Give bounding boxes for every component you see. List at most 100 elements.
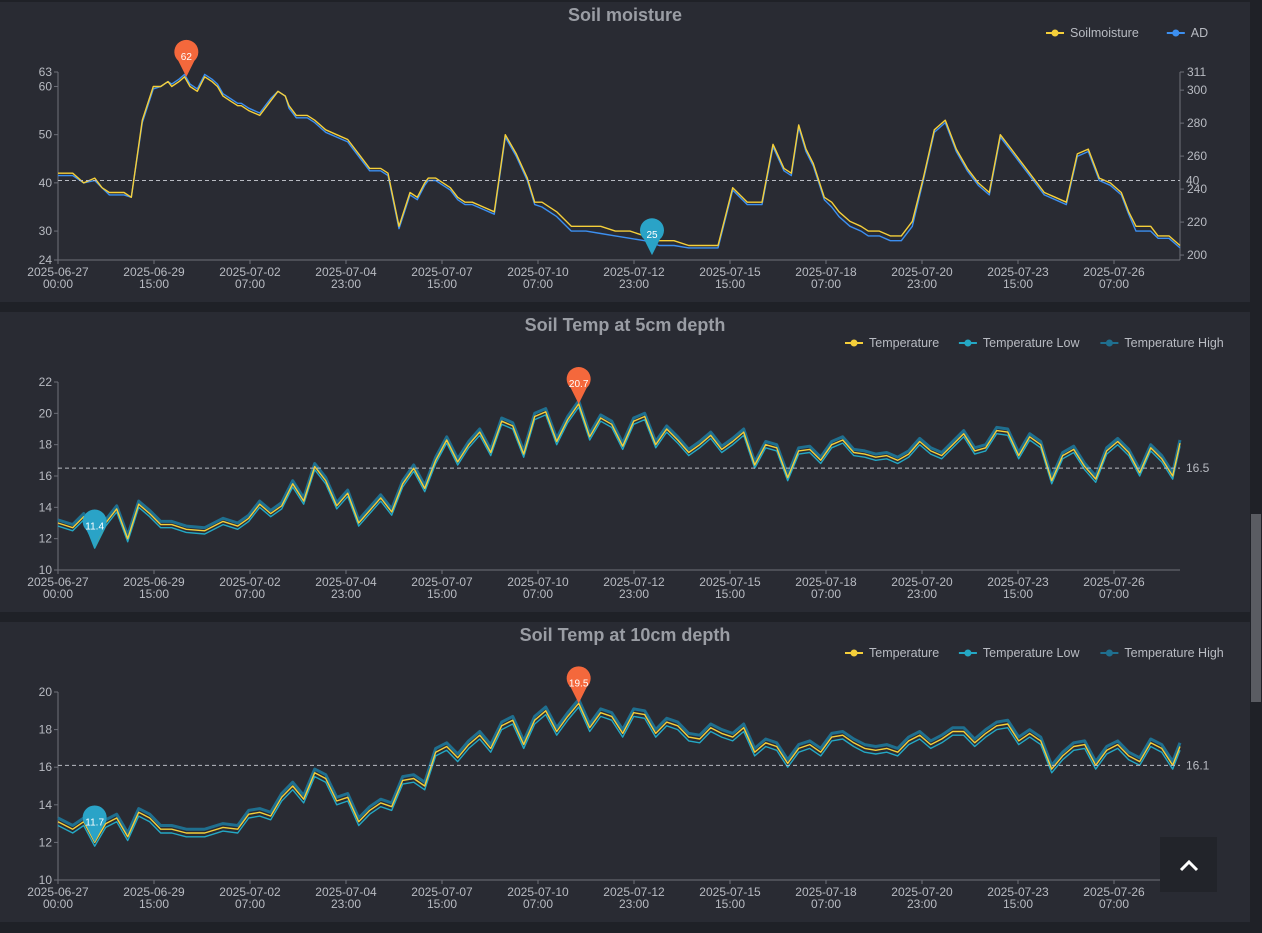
y-tick-label: 14 — [39, 798, 53, 812]
min-marker-pin-label: 11.4 — [85, 522, 104, 533]
legend-item: Temperature Low — [958, 646, 1081, 660]
legend-marker — [964, 339, 972, 347]
min-marker-pin: 11.4 — [82, 509, 107, 547]
x-tick-label: 2025-07-07 — [411, 265, 473, 279]
legend-label: Temperature Low — [983, 646, 1081, 660]
series-line-soilmoisture — [58, 76, 1181, 247]
legend-marker — [850, 649, 858, 657]
x-tick-label: 23:00 — [907, 277, 937, 291]
series-line-ad — [58, 73, 1181, 249]
x-tick-label: 15:00 — [139, 277, 169, 291]
x-tick-label: 07:00 — [523, 897, 553, 911]
y-tick-label: 20 — [39, 406, 53, 420]
x-tick-label: 2025-06-27 — [27, 575, 89, 589]
chart-title: Soil Temp at 5cm depth — [525, 315, 726, 335]
min-marker-pin-label: 11.7 — [85, 817, 104, 828]
legend-item: Temperature — [845, 646, 939, 660]
legend-item: Temperature — [845, 336, 939, 350]
x-tick-label: 2025-07-20 — [891, 885, 953, 899]
y-tick-label: 30 — [39, 224, 53, 238]
x-tick-label: 2025-07-07 — [411, 885, 473, 899]
page-scrollbar[interactable] — [1250, 0, 1262, 933]
legend-label: Temperature High — [1124, 336, 1223, 350]
y2-tick-label: 280 — [1187, 116, 1207, 130]
x-tick-label: 2025-06-29 — [123, 885, 185, 899]
average-line-label: 16.5 — [1186, 461, 1210, 475]
legend-marker — [1172, 29, 1180, 37]
x-tick-label: 07:00 — [235, 277, 265, 291]
x-tick-label: 2025-07-15 — [699, 885, 761, 899]
x-tick-label: 23:00 — [619, 587, 649, 601]
average-line-label: 16.1 — [1186, 758, 1210, 772]
x-tick-label: 2025-07-04 — [315, 265, 377, 279]
x-tick-label: 2025-07-02 — [219, 265, 281, 279]
legend-label: Temperature — [869, 646, 939, 660]
x-tick-label: 2025-07-02 — [219, 575, 281, 589]
legend-marker — [1051, 29, 1059, 37]
legend-label: Temperature Low — [983, 336, 1081, 350]
x-tick-label: 2025-07-18 — [795, 885, 857, 899]
y-tick-label: 24 — [39, 253, 53, 267]
soil-temp-10cm-panel: Soil Temp at 10cm depth Temperature Temper… — [0, 622, 1250, 922]
chart-title: Soil moisture — [568, 5, 682, 25]
max-marker-pin: 19.5 — [566, 666, 591, 704]
back-to-top-button[interactable] — [1160, 837, 1217, 892]
x-tick-label: 2025-07-10 — [507, 265, 569, 279]
x-tick-label: 2025-06-29 — [123, 265, 185, 279]
x-tick-label: 2025-06-27 — [27, 265, 89, 279]
x-tick-label: 15:00 — [1003, 897, 1033, 911]
y-tick-label: 18 — [39, 723, 53, 737]
series-line-temperature-high — [57, 698, 1182, 841]
min-marker-pin: 11.7 — [82, 805, 107, 843]
series-line-temperature-low — [57, 406, 1181, 549]
average-line-label: 40 — [1186, 173, 1200, 187]
x-tick-label: 23:00 — [331, 587, 361, 601]
max-marker-pin-label: 20.7 — [569, 379, 589, 390]
x-tick-label: 2025-07-04 — [315, 885, 377, 899]
legend-item: Soilmoisture — [1046, 26, 1139, 40]
x-tick-label: 00:00 — [43, 587, 73, 601]
y-tick-label: 18 — [39, 438, 53, 452]
x-tick-label: 2025-07-26 — [1083, 575, 1145, 589]
x-tick-label: 23:00 — [619, 897, 649, 911]
series-line-temperature — [57, 403, 1181, 546]
soil-temp-5cm-panel: Soil Temp at 5cm depth Temperature Tempera… — [0, 312, 1250, 612]
x-tick-label: 2025-07-20 — [891, 575, 953, 589]
min-marker-pin-shape — [640, 218, 665, 256]
legend-label: Soilmoisture — [1070, 26, 1139, 40]
y-tick-label: 63 — [39, 65, 53, 79]
legend-marker — [1105, 339, 1113, 347]
x-tick-label: 15:00 — [139, 587, 169, 601]
soil-temp-5cm-chart: Soil Temp at 5cm depth Temperature Tempera… — [27, 315, 1224, 601]
y-tick-label: 40 — [39, 176, 53, 190]
x-tick-label: 15:00 — [427, 587, 457, 601]
legend-item: Temperature Low — [958, 336, 1081, 350]
y-tick-label: 50 — [39, 128, 53, 142]
scrollbar-thumb[interactable] — [1251, 514, 1261, 702]
chart-title: Soil Temp at 10cm depth — [520, 625, 731, 645]
x-tick-label: 2025-07-23 — [987, 885, 1049, 899]
x-tick-label: 2025-07-26 — [1083, 265, 1145, 279]
series-line-temperature-low — [57, 706, 1181, 847]
x-tick-label: 07:00 — [235, 587, 265, 601]
series-line-temperature-high — [57, 399, 1182, 544]
x-tick-label: 15:00 — [139, 897, 169, 911]
max-marker-pin-label: 62 — [181, 52, 193, 63]
x-tick-label: 15:00 — [715, 897, 745, 911]
legend-label: AD — [1191, 26, 1208, 40]
x-tick-label: 2025-07-18 — [795, 575, 857, 589]
x-tick-label: 2025-07-12 — [603, 265, 665, 279]
legend-marker — [850, 339, 858, 347]
y-tick-label: 60 — [39, 79, 53, 93]
max-marker-pin-shape — [566, 366, 591, 404]
legend-item: Temperature High — [1100, 336, 1224, 350]
x-tick-label: 2025-07-26 — [1083, 885, 1145, 899]
soil-temp-10cm-chart: Soil Temp at 10cm depth Temperature Temper… — [27, 625, 1223, 911]
legend-label: Temperature — [869, 336, 939, 350]
series-line-temperature — [57, 702, 1181, 844]
min-marker-pin-shape — [82, 805, 107, 843]
x-tick-label: 2025-07-12 — [603, 575, 665, 589]
max-marker-pin-shape — [174, 39, 199, 77]
min-marker-pin-shape — [82, 509, 107, 547]
x-tick-label: 23:00 — [907, 587, 937, 601]
